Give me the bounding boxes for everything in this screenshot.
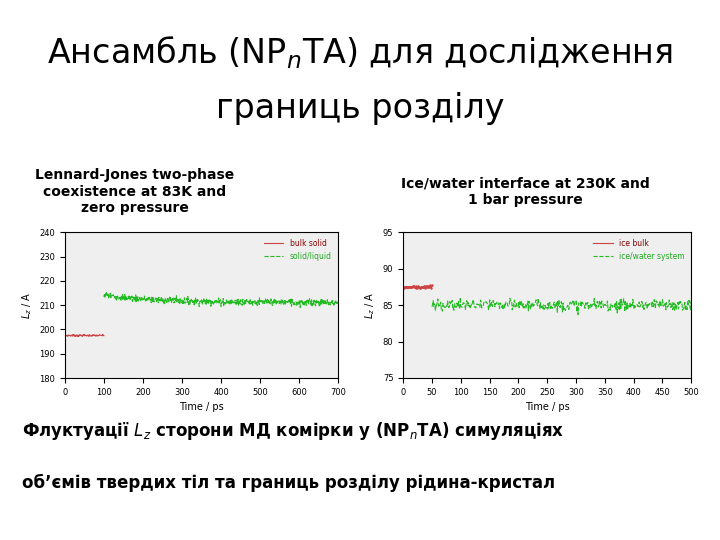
Text: Флуктуації $L_z$ сторони МД комірки у (NP$_n$ТА) симуляціях: Флуктуації $L_z$ сторони МД комірки у (N… [22, 420, 564, 442]
Text: Lennard-Jones two-phase
coexistence at 83K and
zero pressure: Lennard-Jones two-phase coexistence at 8… [35, 168, 235, 215]
Y-axis label: $L_z$ / A: $L_z$ / A [20, 292, 34, 319]
X-axis label: Time / ps: Time / ps [525, 402, 570, 412]
X-axis label: Time / ps: Time / ps [179, 402, 224, 412]
Legend: bulk solid, solid/liquid: bulk solid, solid/liquid [261, 236, 335, 264]
Text: Ice/water interface at 230K and
1 bar pressure: Ice/water interface at 230K and 1 bar pr… [401, 177, 650, 207]
Text: Ансамбль (NP$_n$ТА) для дослідження: Ансамбль (NP$_n$ТА) для дослідження [47, 35, 673, 71]
Y-axis label: $L_z$ / A: $L_z$ / A [364, 292, 377, 319]
Text: границь розділу: границь розділу [216, 92, 504, 125]
Legend: ice bulk, ice/water system: ice bulk, ice/water system [590, 236, 688, 264]
Text: об’ємів твердих тіл та границь розділу рідина-кристал: об’ємів твердих тіл та границь розділу р… [22, 474, 554, 491]
